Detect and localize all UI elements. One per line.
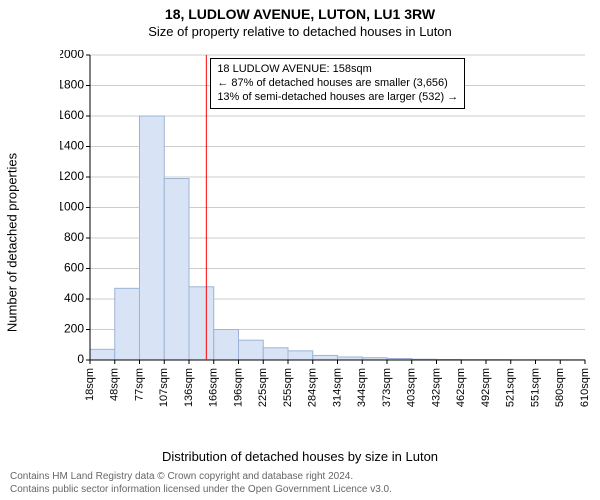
footer-line-1: Contains HM Land Registry data © Crown c…: [10, 471, 590, 484]
x-tick-label: 580sqm: [554, 368, 566, 407]
x-tick-label: 610sqm: [579, 368, 590, 407]
svg-text:1400: 1400: [60, 139, 84, 153]
y-axis-label: Number of detached properties: [5, 53, 20, 433]
x-tick-label: 48sqm: [109, 368, 121, 401]
x-tick-label: 255sqm: [282, 368, 294, 407]
page-root: 18, LUDLOW AVENUE, LUTON, LU1 3RW Size o…: [0, 0, 600, 500]
x-tick-label: 284sqm: [307, 368, 319, 407]
svg-text:400: 400: [64, 291, 84, 305]
x-axis-label: Distribution of detached houses by size …: [0, 449, 600, 464]
annotation-line-1: 18 LUDLOW AVENUE: 158sqm: [217, 63, 458, 77]
svg-text:1000: 1000: [60, 200, 84, 214]
x-tick-label: 196sqm: [232, 368, 244, 407]
x-tick-label: 225sqm: [257, 368, 269, 407]
svg-text:1600: 1600: [60, 108, 84, 122]
annotation-box: 18 LUDLOW AVENUE: 158sqm ← 87% of detach…: [210, 58, 465, 109]
chart-subtitle: Size of property relative to detached ho…: [0, 24, 600, 39]
svg-text:600: 600: [64, 261, 84, 275]
x-tick-label: 18sqm: [84, 368, 96, 401]
x-tick-label: 344sqm: [356, 368, 368, 407]
x-tick-label: 403sqm: [406, 368, 418, 407]
chart-plot-area: 0 200 400 600 800 1000 1200 1400 1600 1800 2000 18s…: [60, 50, 590, 400]
x-tick-label: 432sqm: [430, 368, 442, 407]
x-tick-label: 492sqm: [480, 368, 492, 407]
svg-text:200: 200: [64, 322, 84, 336]
x-tick-label: 166sqm: [208, 368, 220, 407]
annotation-line-2: ← 87% of detached houses are smaller (3,…: [217, 77, 458, 91]
footer-attribution: Contains HM Land Registry data © Crown c…: [10, 471, 590, 496]
annotation-line-3: 13% of semi-detached houses are larger (…: [217, 91, 458, 105]
footer-line-2: Contains public sector information licen…: [10, 484, 590, 497]
svg-text:1800: 1800: [60, 78, 84, 92]
x-tick-label: 551sqm: [529, 368, 541, 407]
chart-title: 18, LUDLOW AVENUE, LUTON, LU1 3RW: [0, 6, 600, 22]
x-tick-label: 462sqm: [455, 368, 467, 407]
x-tick-label: 314sqm: [331, 368, 343, 407]
svg-text:800: 800: [64, 230, 84, 244]
x-tick-label: 373sqm: [381, 368, 393, 407]
x-tick-label: 136sqm: [183, 368, 195, 407]
svg-text:1200: 1200: [60, 169, 84, 183]
y-axis-label-wrap: Number of detached properties: [2, 50, 20, 430]
svg-text:0: 0: [77, 352, 84, 366]
x-tick-label: 107sqm: [158, 368, 170, 407]
x-tick-label: 77sqm: [133, 368, 145, 401]
x-tick-label: 521sqm: [505, 368, 517, 407]
svg-text:2000: 2000: [60, 50, 84, 61]
